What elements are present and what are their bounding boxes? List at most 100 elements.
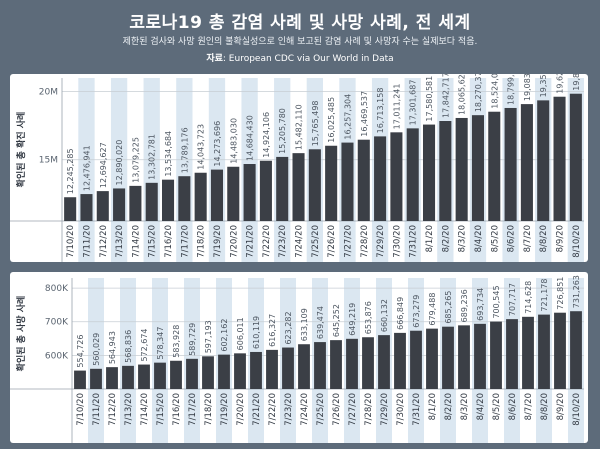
x-category-label: 8/6/20 (508, 393, 518, 420)
x-category-label: 7/28/20 (364, 393, 374, 426)
bar (537, 100, 550, 221)
data-label: 721,178 (540, 279, 549, 312)
x-category-label: 8/8/20 (540, 393, 550, 420)
source-label: 자료 (206, 54, 223, 64)
data-label: 19,358,405 (539, 74, 548, 97)
x-category-label: 8/8/20 (539, 225, 549, 252)
x-category-label: 7/25/20 (316, 393, 326, 426)
x-category-label: 7/12/20 (99, 225, 109, 258)
bar (266, 349, 278, 389)
page-subtitle: 제한된 검사와 사망 원인의 불확실성으로 인해 보고된 감염 사례 및 사망자… (122, 37, 478, 47)
x-category-label: 7/29/20 (380, 393, 390, 426)
page-title: 코로나19 총 감염 사례 및 사망 사례, 전 세계 (129, 13, 471, 33)
data-label: 13,534,684 (164, 131, 173, 177)
data-label: 12,245,285 (66, 148, 75, 194)
data-label: 18,799,091 (507, 74, 516, 105)
data-label: 597,193 (204, 320, 213, 353)
bar (218, 354, 230, 389)
data-label: 554,726 (76, 334, 85, 367)
bar (138, 364, 150, 389)
bar (455, 117, 468, 221)
data-label: 12,890,020 (115, 140, 124, 186)
data-label: 560,029 (92, 333, 101, 366)
bar (406, 128, 419, 221)
y-axis-title: 확인된 총 확진 사례 (15, 112, 27, 188)
x-category-label: 7/26/20 (332, 393, 342, 426)
bar (474, 323, 486, 389)
x-category-label: 7/21/20 (252, 393, 262, 426)
x-category-label: 7/23/20 (278, 225, 288, 258)
data-label: 19,083,778 (523, 74, 532, 101)
data-label: 653,876 (364, 301, 373, 334)
bar (458, 325, 470, 389)
bar (390, 132, 403, 221)
x-category-label: 7/29/20 (376, 225, 386, 258)
bar (341, 142, 354, 221)
bar (170, 360, 182, 389)
bar (569, 93, 582, 221)
bar (282, 347, 294, 389)
column-band (120, 278, 136, 443)
data-label: 14,483,030 (229, 118, 238, 164)
data-label: 707,717 (508, 283, 517, 316)
bar (439, 120, 452, 221)
data-label: 17,011,241 (392, 84, 401, 130)
data-label: 14,924,106 (262, 112, 271, 158)
x-category-label: 7/21/20 (246, 225, 256, 258)
cases-chart-panel: 15M20M25M확인된 총 확진 사례12,245,2857/10/2012,… (10, 74, 588, 262)
x-category-label: 7/25/20 (311, 225, 321, 258)
x-category-label: 8/6/20 (507, 225, 517, 252)
bar (298, 344, 310, 389)
x-category-label: 7/10/20 (66, 225, 76, 258)
x-category-label: 7/20/20 (229, 225, 239, 258)
bar (308, 149, 321, 221)
bar (346, 338, 358, 389)
bar (553, 96, 566, 221)
data-label: 714,628 (524, 281, 533, 314)
x-category-label: 7/22/20 (268, 393, 278, 426)
data-label: 16,257,304 (343, 94, 352, 140)
data-label: 17,580,581 (425, 76, 434, 122)
x-category-label: 8/7/20 (523, 225, 533, 252)
data-label: 689,236 (460, 289, 469, 322)
y-tick-label: 600K (45, 351, 69, 361)
x-category-label: 7/22/20 (262, 225, 272, 258)
x-category-label: 7/16/20 (164, 225, 174, 258)
data-label: 572,674 (140, 328, 149, 361)
x-category-label: 7/23/20 (284, 393, 294, 426)
data-label: 13,302,781 (148, 134, 157, 180)
bar (490, 321, 502, 389)
x-category-label: 7/19/20 (213, 225, 223, 258)
bar (80, 194, 93, 221)
data-label: 19,845,788 (572, 74, 581, 91)
x-category-label: 8/5/20 (492, 393, 502, 420)
data-label: 685,265 (444, 291, 453, 324)
x-category-label: 7/11/20 (82, 225, 92, 258)
x-category-label: 8/1/20 (428, 393, 438, 420)
bar (357, 139, 370, 221)
bar (488, 111, 501, 221)
bar (227, 166, 240, 221)
data-label: 14,273,696 (213, 121, 222, 167)
bar (90, 368, 102, 389)
x-category-label: 7/18/20 (197, 225, 207, 258)
data-label: 602,162 (220, 319, 229, 352)
bar (129, 185, 142, 221)
bar (202, 356, 214, 389)
bar (96, 191, 109, 221)
x-category-label: 8/9/20 (556, 225, 566, 252)
x-category-label: 7/30/20 (392, 225, 402, 258)
x-category-label: 7/15/20 (156, 393, 166, 426)
deaths-bar-chart: 600K 700K 800K 확인된 총 사망 사례 554,726 7/10/20 560… (10, 275, 584, 443)
data-label: 639,474 (316, 306, 325, 339)
x-category-label: 7/12/20 (108, 393, 118, 426)
data-label: 633,109 (300, 308, 309, 341)
data-label: 16,713,158 (376, 88, 385, 134)
data-label: 13,789,176 (180, 127, 189, 173)
data-label: 679,488 (428, 293, 437, 326)
bar (64, 197, 77, 221)
data-label: 606,011 (236, 317, 245, 350)
data-label: 17,301,687 (409, 80, 418, 126)
source-text: : European CDC via Our World in Data (222, 54, 394, 64)
bar (471, 115, 485, 221)
